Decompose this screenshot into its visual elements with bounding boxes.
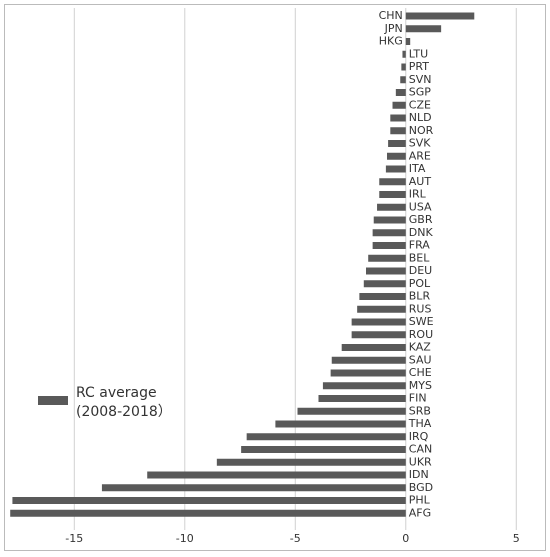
- y-tick-label: FRA: [409, 239, 431, 252]
- y-tick-label: NOR: [409, 124, 434, 137]
- legend-swatch: [38, 396, 68, 405]
- y-tick-label: ITA: [409, 162, 426, 175]
- bar: [401, 63, 406, 71]
- y-tick-label: GBR: [409, 213, 433, 226]
- y-tick-label: FIN: [409, 392, 427, 405]
- y-tick-label: PHL: [409, 494, 431, 507]
- bar: [297, 407, 406, 415]
- y-tick-label: USA: [409, 200, 432, 213]
- y-tick-label: SWE: [409, 315, 434, 328]
- y-tick-label: IRL: [409, 188, 427, 201]
- y-tick-label: CHE: [409, 366, 432, 379]
- bar: [330, 369, 406, 377]
- y-tick-label: SGP: [409, 86, 432, 99]
- bar: [372, 229, 406, 237]
- y-tick-label: KAZ: [409, 341, 432, 354]
- y-tick-label: SRB: [409, 404, 431, 417]
- bar: [388, 140, 406, 147]
- x-tick-label: 0: [402, 532, 409, 545]
- y-tick-label: BGD: [409, 481, 433, 494]
- y-tick-label: THA: [408, 417, 432, 430]
- bar: [351, 318, 406, 326]
- bar: [379, 191, 406, 198]
- x-tick-label: -15: [65, 532, 83, 545]
- bar: [331, 356, 406, 364]
- bar: [390, 114, 406, 122]
- bar: [351, 331, 406, 339]
- bar: [400, 76, 406, 84]
- bar: [377, 203, 406, 211]
- y-tick-label: BEL: [409, 251, 430, 264]
- bar: [366, 267, 406, 275]
- legend-label: RC average (2008-2018）: [76, 385, 172, 420]
- bar: [246, 433, 406, 441]
- y-tick-label: CZE: [409, 98, 431, 111]
- y-tick-label: HKG: [379, 35, 403, 48]
- bar: [379, 178, 406, 186]
- bar: [12, 497, 406, 504]
- bar: [147, 471, 406, 479]
- x-tick-label: -10: [176, 532, 194, 545]
- y-tick-label: JPN: [384, 22, 403, 35]
- bar: [395, 89, 406, 96]
- x-tick-label: -5: [290, 532, 301, 545]
- bar: [392, 101, 406, 109]
- y-tick-label: IRQ: [409, 430, 429, 443]
- frame: [4, 4, 546, 551]
- y-tick-label: ARE: [409, 149, 431, 162]
- y-tick-label: RUS: [409, 302, 432, 315]
- bar: [373, 216, 406, 224]
- y-tick-label: CHN: [379, 9, 403, 22]
- y-tick-label: AFG: [409, 506, 431, 519]
- bar: [385, 165, 406, 173]
- bar: [10, 509, 406, 517]
- y-tick-label: UKR: [409, 455, 432, 468]
- y-tick-label: LTU: [409, 47, 428, 60]
- y-tick-label: SVN: [409, 73, 432, 86]
- bar: [101, 484, 406, 492]
- bar: [322, 382, 406, 390]
- bar: [372, 242, 406, 249]
- bar: [390, 127, 406, 135]
- bar: [363, 280, 406, 288]
- y-tick-label: IDN: [409, 468, 429, 481]
- x-tick-label: 5: [513, 532, 520, 545]
- bar: [216, 458, 406, 466]
- y-tick-label: PRT: [409, 60, 429, 73]
- y-tick-label: CAN: [409, 443, 432, 456]
- bar: [405, 25, 442, 33]
- bar: [405, 12, 475, 20]
- bar: [341, 344, 406, 351]
- bar: [386, 152, 406, 160]
- bar: [241, 446, 406, 453]
- bar: [405, 38, 411, 45]
- y-tick-label: BLR: [409, 290, 431, 303]
- y-tick-label: POL: [409, 277, 431, 290]
- bar: [402, 50, 406, 58]
- y-tick-label: SVK: [409, 137, 432, 150]
- bar: [357, 305, 406, 313]
- bar: [275, 420, 406, 428]
- bar: [359, 293, 406, 300]
- y-tick-label: SAU: [409, 353, 432, 366]
- y-tick-label: NLD: [409, 111, 432, 124]
- y-tick-label: ROU: [409, 328, 433, 341]
- y-tick-label: DEU: [409, 264, 432, 277]
- bar: [368, 254, 406, 262]
- y-tick-label: DNK: [409, 226, 434, 239]
- y-tick-label: MYS: [409, 379, 432, 392]
- y-tick-label: AUT: [409, 175, 432, 188]
- bar: [318, 395, 406, 402]
- legend: RC average (2008-2018）: [38, 384, 194, 422]
